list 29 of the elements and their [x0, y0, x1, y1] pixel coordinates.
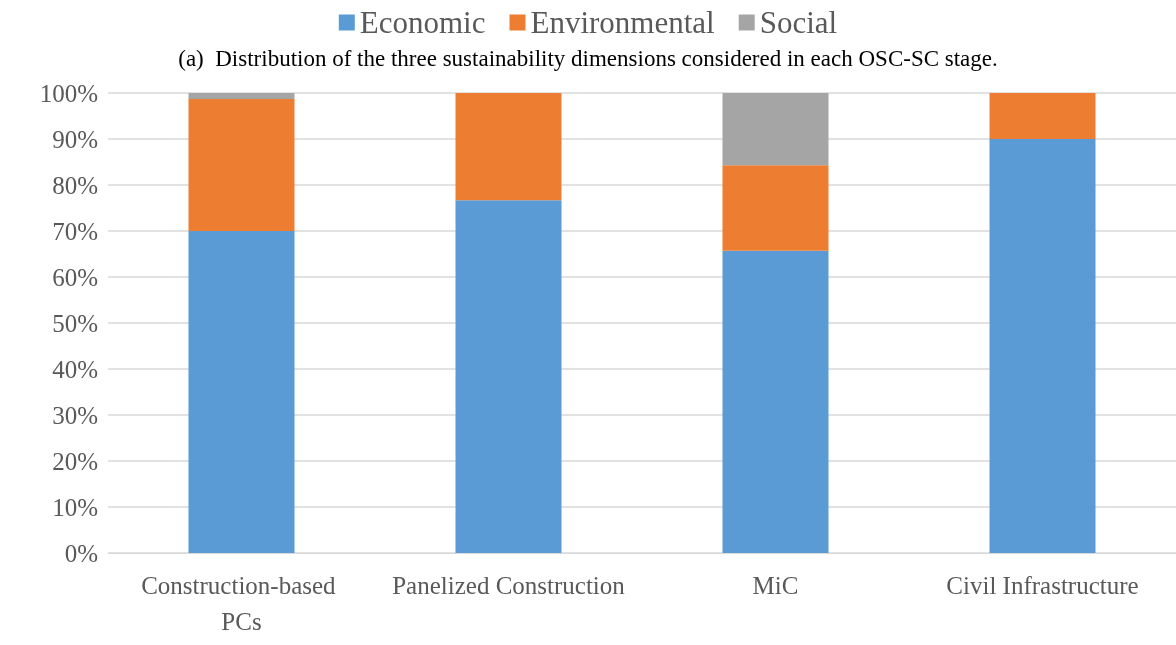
- legend-label: Social: [759, 5, 838, 40]
- bar: [188, 98, 295, 231]
- y-tick-label: 100%: [39, 79, 98, 107]
- y-tick-label: 80%: [52, 171, 98, 199]
- y-tick-label: 70%: [52, 217, 98, 245]
- y-tick-label: 0%: [64, 539, 98, 567]
- bar: [455, 93, 562, 201]
- y-tick-label: 60%: [52, 263, 98, 291]
- bar: [722, 250, 829, 553]
- x-tick-label: Panelized Construction: [392, 571, 626, 599]
- y-tick-label: 50%: [52, 309, 98, 337]
- bar: [722, 93, 829, 166]
- y-tick-label: 10%: [52, 493, 98, 521]
- bar: [989, 93, 1096, 139]
- x-tick-label: MiC: [752, 571, 799, 599]
- y-tick-label: 90%: [52, 125, 98, 153]
- bar: [188, 231, 295, 553]
- legend-label: Economic: [359, 5, 486, 40]
- x-tick-label: Civil Infrastructure: [946, 571, 1139, 599]
- bar: [722, 165, 829, 251]
- bar: [188, 93, 295, 99]
- chart-title: (a) Distribution of the three sustainability dimensions considered in each OSC-SC stage.: [178, 46, 998, 71]
- y-tick-label: 30%: [52, 401, 98, 429]
- bar: [455, 200, 562, 553]
- legend-label: Environmental: [530, 5, 715, 40]
- x-tick-label: Construction-based PCs: [141, 571, 342, 635]
- bar: [989, 139, 1096, 553]
- y-tick-label: 40%: [52, 355, 98, 383]
- y-tick-label: 20%: [52, 447, 98, 475]
